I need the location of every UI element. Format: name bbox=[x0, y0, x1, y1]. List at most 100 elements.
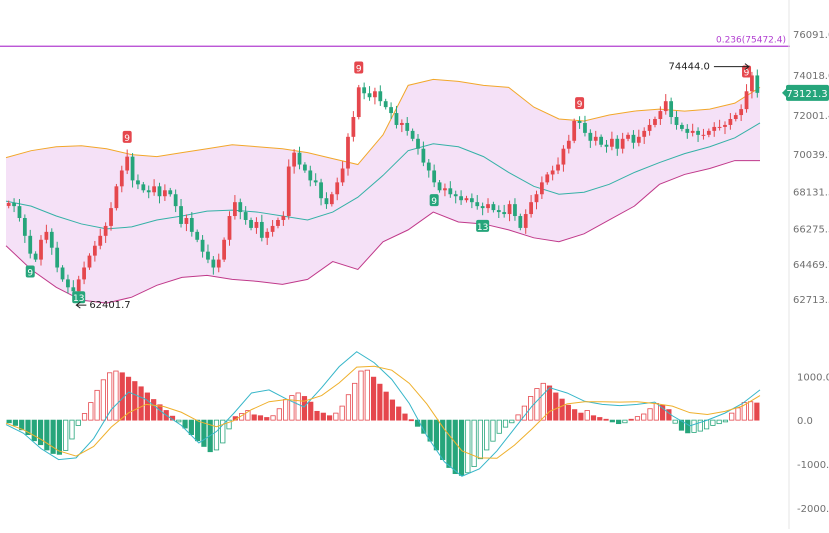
candle bbox=[513, 198, 517, 221]
candle-body bbox=[572, 120, 577, 141]
candle-body bbox=[222, 239, 227, 260]
candle-body bbox=[723, 124, 727, 127]
candle-body bbox=[195, 231, 200, 240]
candle-body bbox=[189, 218, 194, 232]
candle-body bbox=[44, 231, 49, 240]
macd-histogram-bar bbox=[465, 419, 471, 474]
candle bbox=[496, 205, 501, 219]
candle bbox=[292, 149, 297, 174]
candle-body bbox=[12, 202, 16, 207]
candle bbox=[696, 127, 700, 142]
macd-histogram-bar bbox=[584, 410, 590, 421]
candle bbox=[615, 135, 620, 156]
candle bbox=[577, 116, 582, 129]
macd-histogram-bar bbox=[540, 382, 546, 421]
candle-body bbox=[103, 225, 108, 236]
candle-body bbox=[733, 115, 738, 120]
macd-histogram-bar bbox=[69, 419, 75, 440]
candle-body bbox=[464, 198, 469, 201]
macd-histogram-bar bbox=[609, 419, 615, 423]
candle-body bbox=[416, 138, 420, 149]
macd-tick-label: 1000.0 bbox=[797, 372, 829, 383]
macd-histogram-bar bbox=[188, 419, 194, 436]
candle-body bbox=[206, 251, 210, 260]
candle-body bbox=[518, 216, 523, 228]
macd-histogram-bar bbox=[63, 419, 69, 451]
candle bbox=[162, 184, 167, 201]
lower-band-line bbox=[5, 160, 760, 304]
macd-histogram-bar bbox=[12, 419, 19, 426]
candle bbox=[141, 181, 146, 193]
candle bbox=[340, 161, 345, 186]
candle-body bbox=[620, 138, 625, 149]
macd-histogram-bar bbox=[345, 394, 352, 421]
macd-histogram-bar bbox=[132, 381, 138, 421]
candle-body bbox=[744, 91, 749, 110]
candle-body bbox=[39, 239, 43, 260]
candle-body bbox=[577, 120, 582, 123]
candle bbox=[733, 112, 738, 122]
macd-histogram-bar bbox=[326, 415, 333, 421]
candle bbox=[211, 256, 216, 275]
macd-histogram-bar bbox=[157, 404, 163, 421]
candle-body bbox=[636, 136, 641, 143]
price-tick-label: 72001.4 bbox=[793, 111, 829, 122]
macd-histogram-bar bbox=[754, 402, 760, 421]
macd-tick-label: 0.0 bbox=[797, 416, 813, 427]
macd-histogram-bar bbox=[710, 419, 716, 426]
candle bbox=[12, 198, 16, 213]
candle-body bbox=[566, 140, 571, 149]
macd-histogram-bar bbox=[370, 376, 377, 421]
macd-histogram-bar bbox=[220, 419, 226, 444]
candle bbox=[249, 217, 253, 231]
candle bbox=[728, 113, 733, 130]
candle bbox=[39, 235, 43, 266]
candlesticks bbox=[6, 69, 760, 299]
macd-histogram-bar bbox=[358, 370, 364, 421]
candle bbox=[17, 198, 22, 222]
candle-body bbox=[696, 130, 700, 135]
candle bbox=[109, 202, 113, 231]
candle bbox=[152, 179, 156, 196]
last-price-box bbox=[786, 84, 829, 101]
macd-dea-line bbox=[5, 365, 761, 459]
macd-histogram-bar bbox=[515, 414, 521, 421]
td-marker-text: 13 bbox=[477, 223, 488, 233]
candle bbox=[566, 134, 571, 154]
candle-body bbox=[480, 206, 485, 209]
candle-body bbox=[162, 190, 167, 197]
price-tick-label: 68131.5 bbox=[793, 188, 829, 199]
td-markers: 9 9 9 9 9 9 13 13 bbox=[25, 61, 752, 304]
td-marker-box bbox=[25, 265, 35, 278]
candle-body bbox=[513, 204, 517, 217]
candle bbox=[690, 123, 695, 137]
candle-body bbox=[141, 184, 146, 191]
macd-axis: 1000.0 0.0 -1000.0 -2000.0 bbox=[797, 372, 829, 515]
candle bbox=[92, 240, 97, 262]
candle bbox=[626, 132, 630, 142]
macd-histogram-bar bbox=[578, 412, 584, 421]
candle bbox=[216, 253, 221, 273]
td-marker: 13 bbox=[72, 291, 86, 304]
macd-histogram-bar bbox=[151, 399, 157, 421]
candle bbox=[706, 128, 711, 138]
td-marker-text: 9 bbox=[431, 197, 437, 207]
candle bbox=[593, 130, 598, 146]
td-marker-text: 9 bbox=[27, 268, 33, 278]
candle bbox=[421, 141, 426, 167]
macd-histogram-bar bbox=[333, 412, 339, 421]
macd-histogram-bar bbox=[226, 419, 232, 430]
candle bbox=[200, 235, 205, 258]
candle bbox=[383, 98, 388, 110]
macd-histogram-bar bbox=[628, 418, 634, 421]
macd-histogram-bar bbox=[270, 415, 276, 421]
candle-body bbox=[22, 218, 27, 236]
macd-histogram-bar bbox=[308, 401, 314, 421]
td-marker-text: 9 bbox=[577, 100, 583, 110]
td-marker-text: 9 bbox=[124, 134, 130, 144]
candle bbox=[238, 198, 243, 220]
candle bbox=[755, 69, 760, 98]
candle bbox=[184, 214, 189, 232]
macd-histogram-bar bbox=[301, 396, 308, 421]
